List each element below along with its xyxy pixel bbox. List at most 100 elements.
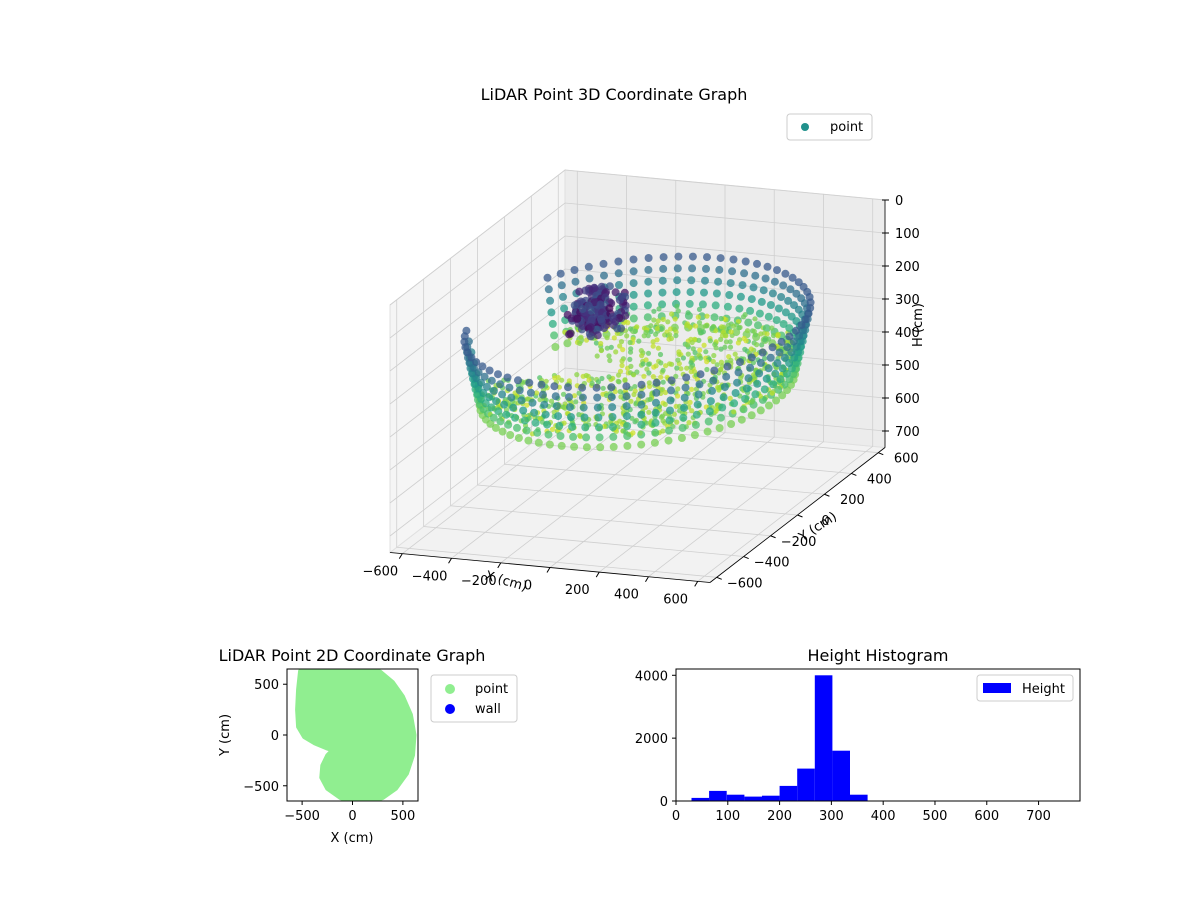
chart-3d-point [524,436,533,445]
chart-3d-point [736,292,745,301]
chart-3d-point [762,337,768,343]
chart-3d-point [697,347,703,353]
chart-3d-point [707,338,714,344]
chart-3d-point [619,362,625,369]
chart-3d-point [737,415,746,424]
chart-3d-point [681,383,690,392]
chart-3d-point [713,408,719,414]
chart-3d-point [575,287,584,296]
chart-3d-point [688,360,694,366]
chart-3d-xtick-label: −200 [461,574,497,589]
chart-3d-point [541,410,550,419]
chart-3d-point [675,393,681,399]
chart-3d-point [585,274,594,283]
chart-3d-point [732,351,738,357]
histogram-xtick-label: 300 [819,809,844,824]
chart-3d-point [766,353,775,362]
chart-3d-point [643,301,652,310]
chart-3d-point [715,424,724,432]
chart-3d-gridline-x [549,185,726,568]
chart-3d-point [716,385,722,391]
chart-3d-point [675,308,681,314]
chart-3d-point [650,374,657,380]
chart-3d-point [710,366,719,375]
chart-3d-point [723,302,732,311]
chart-3d-point [777,293,786,301]
chart-3d-point [489,386,498,395]
chart-3d-point [517,396,526,405]
chart-3d-legend-box [786,113,873,141]
chart-3d-point [498,390,507,399]
chart-3d-point [634,324,640,330]
chart-3d-point [496,417,505,426]
chart-3d-point [645,350,652,356]
chart-3d-ytick-label: 600 [894,452,919,467]
chart-3d-point [644,254,653,262]
histogram-xtick-label: 0 [672,809,680,824]
chart-3d-point [768,343,777,352]
chart-3d-point [766,336,772,342]
chart-3d-point [629,302,638,311]
chart-3d-point [712,289,721,298]
chart-3d-ytick-mark [797,514,803,518]
chart-3d-point [781,308,790,317]
chart-3d-xtick-label: 0 [524,579,532,594]
chart-3d-point [747,295,756,304]
chart-3d-point [652,398,660,407]
chart-3d-point [695,380,704,389]
chart-3d-point [771,369,780,378]
chart-2d: LiDAR Point 2D Coordinate Graph −500 0 500… [218,646,518,846]
chart-3d-point [658,276,667,285]
chart-2d-ytick-label: 0 [271,729,279,744]
chart-3d-point [748,346,754,352]
chart-3d-point [487,403,496,412]
chart-3d-point [544,285,553,294]
chart-3d-point [719,333,726,339]
chart-3d-gridline-y [396,299,717,578]
chart-3d-point [751,372,757,378]
chart-3d-point [756,406,765,415]
chart-3d-point [543,273,552,282]
chart-3d-point [618,339,625,345]
chart-3d-point [607,383,616,392]
chart-3d-point [637,420,646,429]
chart-3d-point [674,365,680,371]
chart-3d-point [643,313,652,322]
chart-3d-point [650,438,659,447]
chart-3d-point [766,301,775,309]
chart-3d-point [731,409,737,415]
chart-3d-point [565,330,574,339]
chart-3d-point [777,337,786,346]
chart-3d-point [609,442,618,451]
histogram-bar [797,768,815,801]
chart-3d-point [621,311,630,320]
chart-3d-point [643,357,649,363]
chart-2d-legend: point wall [430,674,518,723]
chart-3d-point [612,389,618,395]
chart-3d-point [598,347,604,354]
chart-3d-point [559,377,565,383]
chart-3d-point [579,403,588,412]
chart-3d-point [720,383,729,391]
chart-3d-point [494,370,502,379]
chart-3d-point [498,412,504,418]
chart-3d-xtick-label: 600 [663,592,688,607]
chart-3d-point [552,402,561,411]
chart-3d-point [522,426,531,435]
chart-3d-point [615,296,624,305]
chart-3d-point [729,255,738,264]
chart-3d-point [801,315,810,324]
chart-3d-point [640,361,646,367]
chart-3d-point [680,355,687,361]
chart-3d-point [629,255,638,264]
chart-3d-point [639,353,645,359]
chart-3d-point [655,318,661,324]
chart-3d-point [622,392,631,401]
chart-3d-point [659,253,668,262]
chart-3d-point [658,288,667,297]
chart-3d-point [773,359,782,368]
chart-3d-point [540,400,549,409]
chart-3d-point [560,304,569,313]
chart-3d-point [762,374,771,383]
chart-3d-point [577,340,583,346]
